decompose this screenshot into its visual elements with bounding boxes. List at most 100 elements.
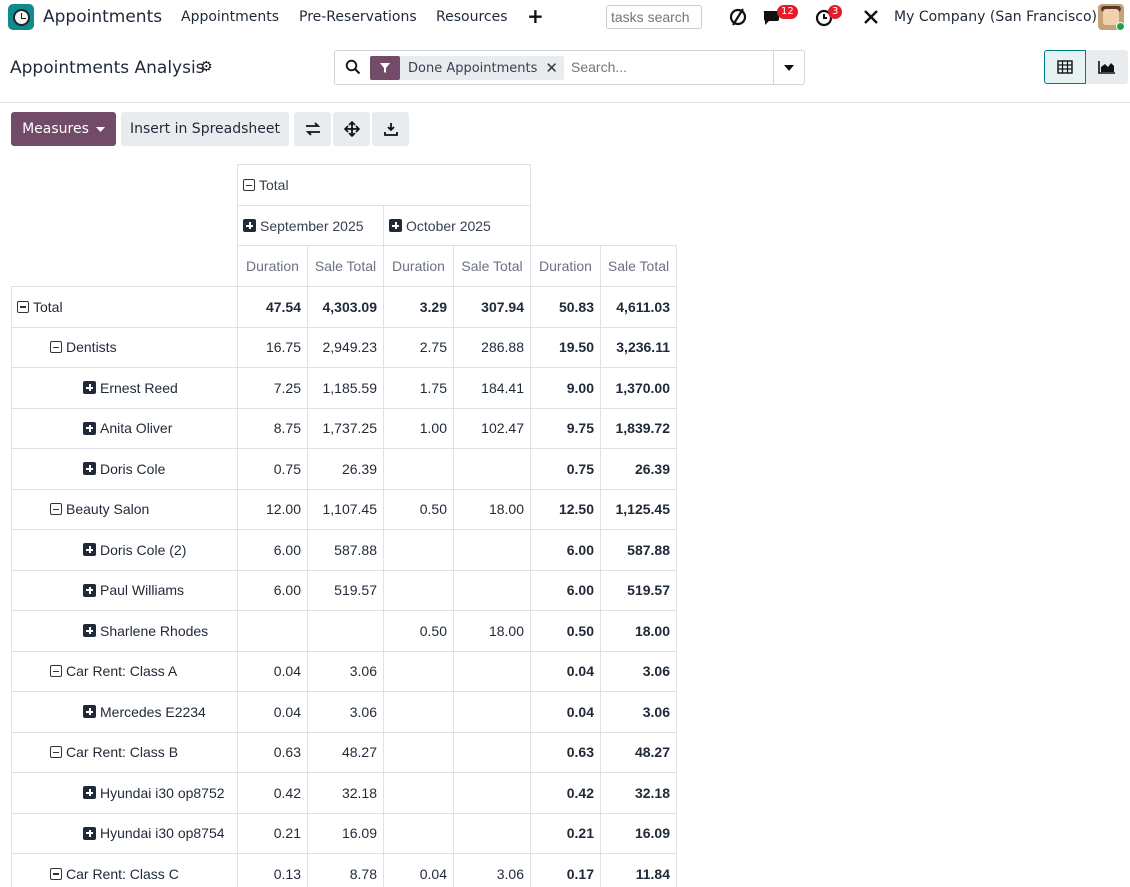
add-menu-icon[interactable]: + [527,4,544,28]
measures-button[interactable]: Measures [11,112,116,146]
pivot-cell[interactable]: 102.47 [453,407,531,449]
pivot-cell[interactable]: 0.04 [530,691,601,733]
pivot-cell[interactable]: 26.39 [307,448,384,490]
pivot-cell[interactable]: 26.39 [600,448,677,490]
pivot-cell[interactable] [383,691,454,733]
row-header[interactable]: Car Rent: Class A [11,650,238,692]
pivot-cell[interactable] [453,731,531,773]
measure-header[interactable]: Duration [383,245,454,287]
appointments-app-icon[interactable] [8,4,34,30]
messages-icon[interactable] [762,8,784,30]
company-switcher[interactable]: My Company (San Francisco) [894,9,1097,25]
expand-all-button[interactable] [333,112,370,146]
pivot-cell[interactable]: 3.06 [307,650,384,692]
pivot-cell[interactable]: 0.42 [237,772,308,814]
pivot-cell[interactable]: 1,370.00 [600,367,677,409]
pivot-cell[interactable]: 3.29 [383,286,454,328]
measure-header[interactable]: Sale Total [453,245,531,287]
row-header[interactable]: Dentists [11,326,238,368]
pivot-view-button[interactable] [1044,50,1086,84]
row-header[interactable]: Hyundai i30 op8752 [11,772,238,814]
pivot-cell[interactable]: 12.00 [237,488,308,530]
pivot-cell[interactable]: 8.75 [237,407,308,449]
pivot-cell[interactable]: 48.27 [600,731,677,773]
pivot-cell[interactable]: 0.50 [383,488,454,530]
measure-header[interactable]: Sale Total [307,245,384,287]
pivot-cell[interactable]: 18.00 [453,488,531,530]
pivot-cell[interactable] [453,529,531,571]
pivot-cell[interactable]: 519.57 [307,569,384,611]
insert-spreadsheet-button[interactable]: Insert in Spreadsheet [121,112,289,146]
row-header[interactable]: Doris Cole (2) [11,529,238,571]
user-avatar[interactable] [1098,4,1124,30]
pivot-cell[interactable]: 286.88 [453,326,531,368]
pivot-cell[interactable]: 2.75 [383,326,454,368]
pivot-cell[interactable] [383,650,454,692]
pivot-cell[interactable]: 1,185.59 [307,367,384,409]
row-header[interactable]: Ernest Reed [11,367,238,409]
pivot-cell[interactable] [453,691,531,733]
pivot-cell[interactable]: 32.18 [307,772,384,814]
pivot-cell[interactable]: 12.50 [530,488,601,530]
pivot-cell[interactable] [383,448,454,490]
tasks-search-input[interactable] [606,5,702,29]
pivot-cell[interactable]: 3,236.11 [600,326,677,368]
pivot-cell[interactable]: 1,839.72 [600,407,677,449]
col-header-total[interactable]: Total [237,164,531,206]
measure-header[interactable]: Duration [530,245,601,287]
menu-resources[interactable]: Resources [436,9,508,25]
pivot-cell[interactable]: 0.04 [237,691,308,733]
pivot-cell[interactable] [453,772,531,814]
pivot-cell[interactable] [453,812,531,854]
pivot-cell[interactable]: 0.21 [530,812,601,854]
pivot-cell[interactable]: 7.25 [237,367,308,409]
pivot-cell[interactable]: 0.75 [530,448,601,490]
pivot-cell[interactable] [453,650,531,692]
pivot-cell[interactable]: 4,303.09 [307,286,384,328]
measure-header[interactable]: Duration [237,245,308,287]
pivot-cell[interactable]: 3.06 [307,691,384,733]
pivot-cell[interactable]: 0.75 [237,448,308,490]
row-header[interactable]: Hyundai i30 op8754 [11,812,238,854]
pivot-cell[interactable]: 0.13 [237,853,308,887]
pivot-cell[interactable] [383,812,454,854]
pivot-cell[interactable]: 3.06 [600,650,677,692]
tools-icon[interactable] [862,8,880,30]
row-header[interactable]: Sharlene Rhodes [11,610,238,652]
pivot-cell[interactable]: 0.42 [530,772,601,814]
pivot-cell[interactable]: 0.04 [530,650,601,692]
pivot-cell[interactable]: 16.09 [307,812,384,854]
menu-pre-reservations[interactable]: Pre-Reservations [299,9,417,25]
pivot-cell[interactable]: 1,107.45 [307,488,384,530]
pivot-cell[interactable]: 16.09 [600,812,677,854]
pivot-cell[interactable]: 4,611.03 [600,286,677,328]
pivot-cell[interactable]: 6.00 [237,569,308,611]
pivot-cell[interactable]: 307.94 [453,286,531,328]
graph-view-button[interactable] [1086,50,1128,84]
search-input[interactable] [571,59,771,75]
row-header[interactable]: Mercedes E2234 [11,691,238,733]
pivot-cell[interactable]: 0.50 [530,610,601,652]
pivot-cell[interactable]: 0.21 [237,812,308,854]
pivot-cell[interactable] [307,610,384,652]
pivot-cell[interactable]: 184.41 [453,367,531,409]
close-icon[interactable]: ✕ [545,59,558,77]
pivot-cell[interactable]: 0.04 [383,853,454,887]
col-header-month[interactable]: September 2025 [237,205,384,246]
row-header[interactable]: Anita Oliver [11,407,238,449]
pivot-cell[interactable]: 587.88 [600,529,677,571]
search-icon[interactable] [345,59,361,79]
row-header[interactable]: Beauty Salon [11,488,238,530]
pivot-cell[interactable]: 9.00 [530,367,601,409]
pivot-cell[interactable]: 3.06 [453,853,531,887]
pivot-cell[interactable]: 48.27 [307,731,384,773]
row-header[interactable]: Car Rent: Class C [11,853,238,887]
pivot-cell[interactable]: 47.54 [237,286,308,328]
row-header[interactable]: Paul Williams [11,569,238,611]
row-header[interactable]: Doris Cole [11,448,238,490]
menu-appointments[interactable]: Appointments [181,9,280,25]
pivot-cell[interactable]: 6.00 [237,529,308,571]
pivot-cell[interactable]: 18.00 [453,610,531,652]
pivot-cell[interactable] [383,731,454,773]
row-header[interactable]: Car Rent: Class B [11,731,238,773]
